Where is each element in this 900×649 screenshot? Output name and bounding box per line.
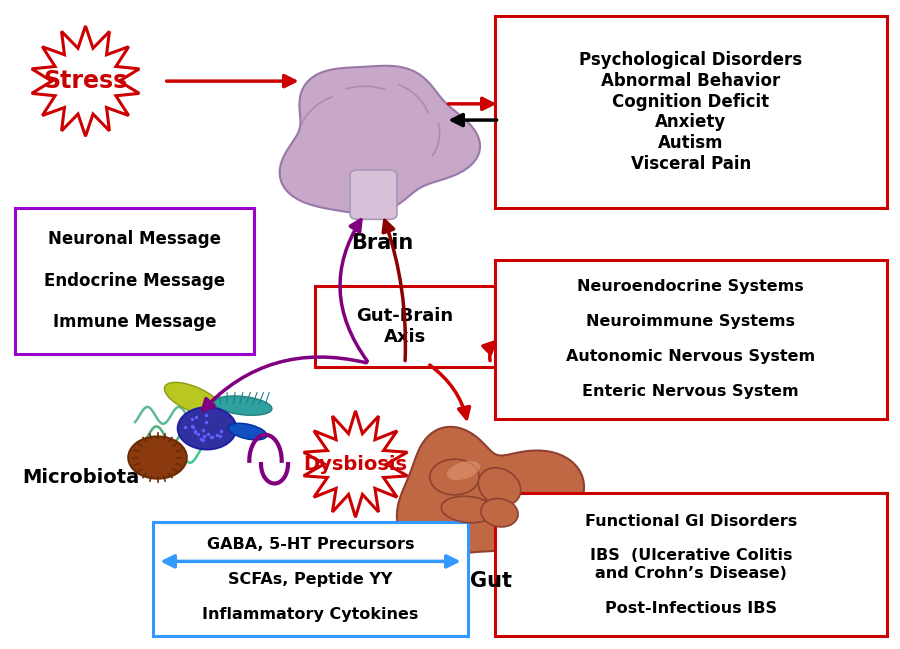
Ellipse shape — [430, 459, 479, 495]
Polygon shape — [280, 66, 480, 214]
Ellipse shape — [165, 382, 222, 416]
FancyBboxPatch shape — [315, 286, 495, 367]
Text: Neuroendocrine Systems

Neuroimmune Systems

Autonomic Nervous System

Enteric N: Neuroendocrine Systems Neuroimmune Syste… — [566, 280, 815, 398]
FancyBboxPatch shape — [495, 260, 886, 419]
FancyBboxPatch shape — [15, 208, 254, 354]
Ellipse shape — [214, 396, 272, 415]
Text: Functional GI Disorders

IBS  (Ulcerative Colitis
and Crohn’s Disease)

Post-Inf: Functional GI Disorders IBS (Ulcerative … — [585, 513, 796, 616]
FancyBboxPatch shape — [153, 522, 468, 636]
Ellipse shape — [178, 408, 236, 449]
Polygon shape — [303, 411, 408, 517]
Text: Stress: Stress — [43, 69, 128, 93]
Text: Dysbiosis: Dysbiosis — [303, 454, 408, 474]
Polygon shape — [32, 26, 140, 136]
Text: Neuronal Message

Endocrine Message

Immune Message: Neuronal Message Endocrine Message Immun… — [44, 230, 225, 331]
FancyBboxPatch shape — [350, 170, 397, 219]
Text: Brain: Brain — [351, 234, 414, 253]
Text: Gut: Gut — [470, 571, 511, 591]
Ellipse shape — [441, 496, 495, 522]
Polygon shape — [397, 427, 584, 555]
Ellipse shape — [481, 498, 518, 527]
Text: GABA, 5-HT Precursors

SCFAs, Peptide YY

Inflammatory Cytokines: GABA, 5-HT Precursors SCFAs, Peptide YY … — [202, 537, 418, 622]
Text: Gut-Brain
Axis: Gut-Brain Axis — [356, 307, 454, 345]
Ellipse shape — [128, 436, 187, 479]
FancyBboxPatch shape — [495, 16, 886, 208]
Ellipse shape — [478, 468, 521, 506]
Ellipse shape — [229, 423, 266, 440]
Text: Psychological Disorders
Abnormal Behavior
Cognition Deficit
Anxiety
Autism
Visce: Psychological Disorders Abnormal Behavio… — [580, 51, 802, 173]
Text: Microbiota: Microbiota — [22, 467, 140, 487]
FancyBboxPatch shape — [495, 493, 886, 636]
Ellipse shape — [447, 461, 480, 480]
